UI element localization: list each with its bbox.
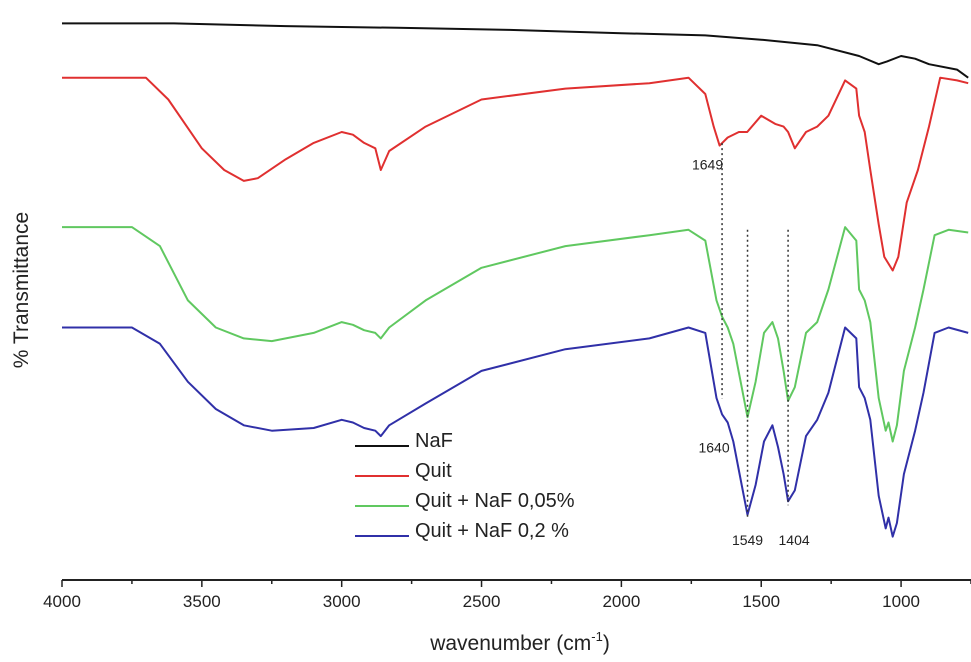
legend-label-1: Quit: [415, 460, 452, 482]
series-layer: [62, 22, 969, 538]
legend: NaF Quit Quit + NaF 0,05% Quit + NaF 0,2 %: [355, 430, 575, 542]
x-tick-label: 2000: [602, 592, 640, 611]
legend-label-0: NaF: [415, 430, 453, 452]
series-line-3: [62, 326, 969, 538]
x-tick-label: 3000: [323, 592, 361, 611]
x-tick-label: 4000: [43, 592, 81, 611]
y-axis-label: % Transmittance: [10, 212, 33, 368]
annotation-1649: 1649: [692, 157, 723, 173]
series-line-0: [62, 22, 969, 79]
legend-label-2: Quit + NaF 0,05%: [415, 490, 575, 512]
x-tick-label: 1500: [742, 592, 780, 611]
annotation-layer: 1649 1640 1549 1404: [692, 157, 810, 548]
annotation-1404: 1404: [779, 532, 810, 548]
x-axis-label-text: wavenumber (cm: [429, 632, 591, 655]
legend-label-3: Quit + NaF 0,2 %: [415, 520, 569, 542]
x-tick-label: 1000: [882, 592, 920, 611]
peak-guide-layer: [721, 143, 789, 519]
x-axis-label-close: ): [603, 632, 610, 655]
x-tick-label: 2500: [463, 592, 501, 611]
x-axis-label: wavenumber (cm-1): [429, 629, 610, 655]
series-line-1: [62, 76, 969, 272]
x-axis-label-superscript: -1: [591, 629, 603, 644]
x-tick-layer: 4000 3500 3000 2500 2000 1500 1000: [43, 580, 971, 611]
series-line-2: [62, 226, 969, 443]
annotation-1640: 1640: [698, 439, 729, 455]
x-tick-label: 3500: [183, 592, 221, 611]
annotation-1549: 1549: [732, 532, 763, 548]
